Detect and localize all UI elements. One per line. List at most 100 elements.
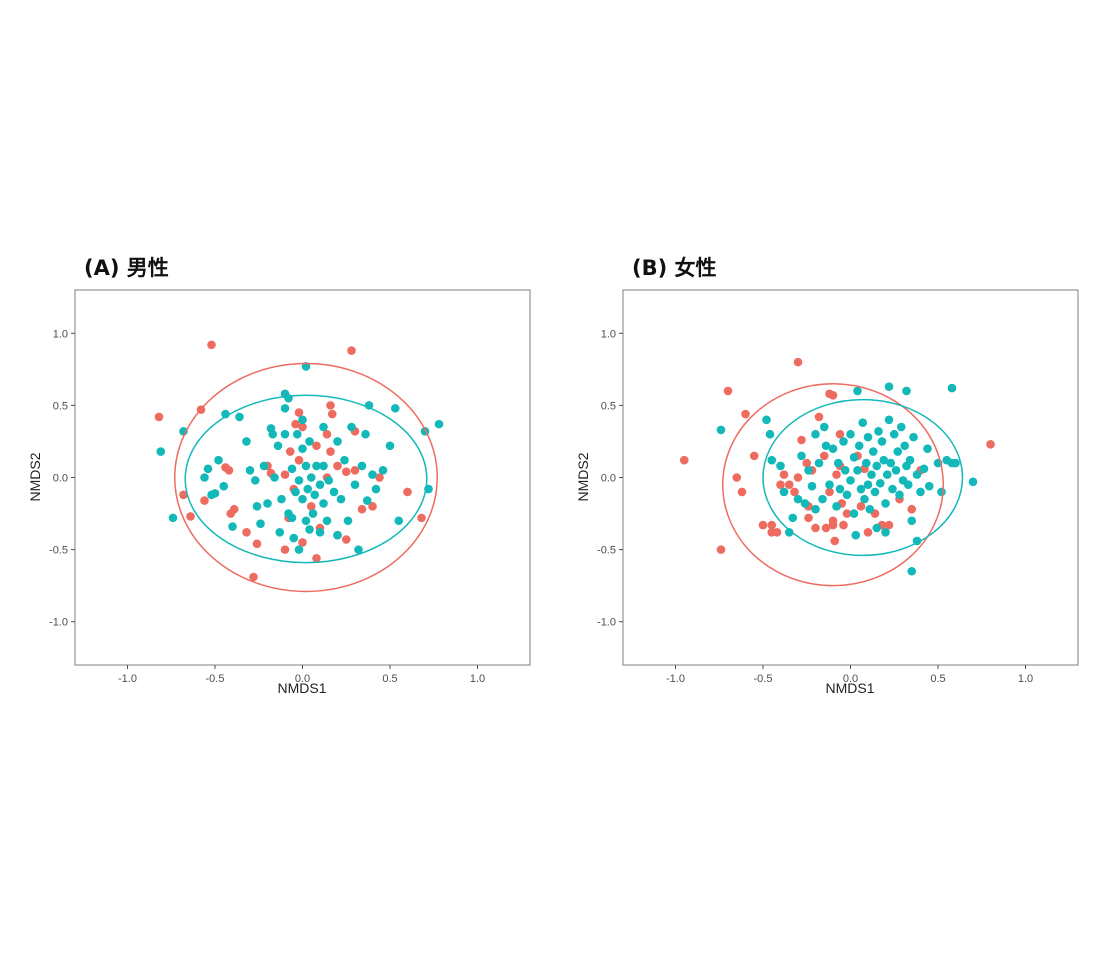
chart-a-ytick-label: 0.0: [53, 473, 68, 485]
chart-b-point-series1: [776, 480, 785, 490]
chart-b-point-series2: [905, 455, 915, 465]
chart-a-point-series2: [268, 429, 278, 439]
chart-b-point-series2: [853, 386, 862, 396]
chart-b-point-series2: [877, 437, 887, 446]
chart-a-point-series1: [200, 496, 209, 505]
chart-a-point-series1: [357, 504, 367, 514]
chart-a-plot: -1.0 -0.5 0.0 0.5 1.0 1.0 0.5 0.0 -0.5 -1.0: [49, 289, 531, 685]
chart-a-ytick-label: 1.0: [53, 328, 68, 340]
chart-b-point-series2: [912, 470, 922, 479]
chart-a-xlabel: NMDS1: [277, 680, 326, 696]
chart-a-point-series1: [306, 502, 316, 511]
chart-a-point-series2: [168, 513, 178, 523]
chart-b-point-series2: [907, 516, 917, 526]
chart-a-point-series2: [294, 476, 304, 485]
chart-b-point-series2: [951, 458, 960, 468]
chart-a-point-series2: [156, 447, 166, 456]
chart-a-point-series2: [350, 480, 360, 490]
chart-b-point-series2: [886, 458, 896, 468]
chart-a-point-series2: [273, 441, 283, 451]
chart-a-ylabel: NMDS2: [27, 452, 43, 501]
chart-b-point-series2: [907, 566, 917, 576]
chart-a-point-series2: [371, 484, 381, 494]
chart-b-point-series1: [811, 523, 820, 533]
chart-b-point-series2: [821, 441, 831, 451]
chart-b-point-series2: [807, 481, 817, 491]
chart-a-point-series2: [357, 461, 367, 471]
chart-a-point-series2: [298, 494, 307, 504]
chart-a-point-series2: [306, 473, 316, 482]
chart-a-point-series2: [291, 487, 300, 497]
chart-a-point-series1: [294, 408, 304, 417]
chart-a-point-series1: [280, 545, 290, 554]
chart-b-ytick-label: 1.0: [601, 328, 616, 340]
chart-b-point-series1: [797, 435, 806, 445]
chart-a-point-series2: [319, 461, 328, 471]
chart-a-point-series1: [375, 473, 384, 482]
chart-b-point-series1: [790, 487, 799, 497]
chart-a-point-series2: [298, 415, 307, 425]
chart-a-point-series2: [394, 516, 404, 526]
chart-b-point-series2: [797, 451, 806, 461]
chart-b-point-series2: [853, 465, 862, 475]
chart-b-point-series2: [923, 444, 932, 453]
chart-a-point-series2: [319, 422, 328, 432]
chart-a-point-series1: [298, 538, 307, 547]
chart-a-point-series2: [305, 525, 314, 534]
chart-a-point-series2: [235, 412, 244, 422]
chart-b-point-series2: [872, 523, 882, 533]
chart-b-point-series2: [811, 429, 820, 439]
chart-b-point-series1: [767, 520, 777, 530]
chart-a-xtick-label: -1.0: [118, 673, 137, 685]
chart-a-point-series2: [287, 513, 297, 523]
chart-a-point-series2: [434, 419, 444, 429]
chart-a-point-series2: [219, 481, 229, 491]
chart-b-point-series1: [679, 455, 689, 465]
chart-b-point-series2: [874, 427, 883, 436]
chart-b-point-series2: [968, 477, 978, 487]
chart-b-point-series2: [867, 470, 876, 479]
chart-a-point-series2: [228, 522, 237, 531]
chart-b-point-series2: [793, 494, 803, 504]
chart-b-point-series2: [895, 490, 904, 500]
chart-b-point-series1: [986, 440, 995, 449]
chart-b-point-series2: [896, 422, 906, 432]
chart-a-point-series2: [310, 490, 320, 500]
chart-b-point-series2: [833, 458, 843, 468]
chart-a-point-series2: [210, 489, 220, 498]
chart-a-point-series2: [270, 473, 279, 482]
chart-a-point-series1: [249, 572, 258, 582]
chart-b-point-series2: [893, 447, 903, 456]
chart-b-svg: (B) 女性 -1.0 -0.5 0.0 0.5 1.01.00.50.0-0.5-1.…: [575, 256, 1079, 696]
chart-b-point-series1: [821, 523, 831, 533]
chart-a-point-series1: [312, 441, 321, 451]
chart-b-point-series1: [828, 520, 838, 530]
chart-b-point-series2: [779, 487, 789, 497]
chart-a-point-series1: [179, 490, 188, 500]
chart-a-point-series2: [324, 476, 334, 485]
chart-b-plot: -1.0 -0.5 0.0 0.5 1.0 1.0 0.5 0.0 -0.5 -1.0: [597, 289, 1079, 685]
chart-b-point-series1: [802, 458, 812, 468]
chart-a-point-series2: [340, 455, 349, 465]
chart-b-point-series2: [849, 509, 859, 518]
chart-b-point-series2: [814, 458, 824, 468]
chart-b-point-series2: [879, 455, 889, 465]
chart-b-point-series2: [947, 383, 957, 393]
chart-b-xtick-label: 1.0: [1018, 673, 1033, 685]
chart-a-point-series2: [305, 437, 314, 446]
chart-b-point-series1: [830, 536, 840, 546]
chart-b-point-series2: [900, 441, 910, 451]
chart-b-point-series2: [828, 444, 838, 453]
chart-a-point-series1: [347, 346, 356, 355]
chart-a-ytick-label: 0.5: [53, 400, 68, 412]
chart-b-point-series2: [842, 490, 852, 500]
chart-b-point-series2: [891, 465, 901, 475]
chart-a-point-series2: [250, 476, 260, 485]
chart-b-ytick-label: -1.0: [597, 617, 616, 629]
chart-b-ytick-label: 0.0: [601, 473, 616, 485]
chart-a-point-series1: [285, 447, 295, 456]
chart-b-point-series2: [858, 418, 868, 427]
chart-a-point-series2: [263, 499, 272, 508]
chart-a-point-series2: [301, 516, 311, 526]
chart-b-point-series2: [832, 502, 841, 511]
